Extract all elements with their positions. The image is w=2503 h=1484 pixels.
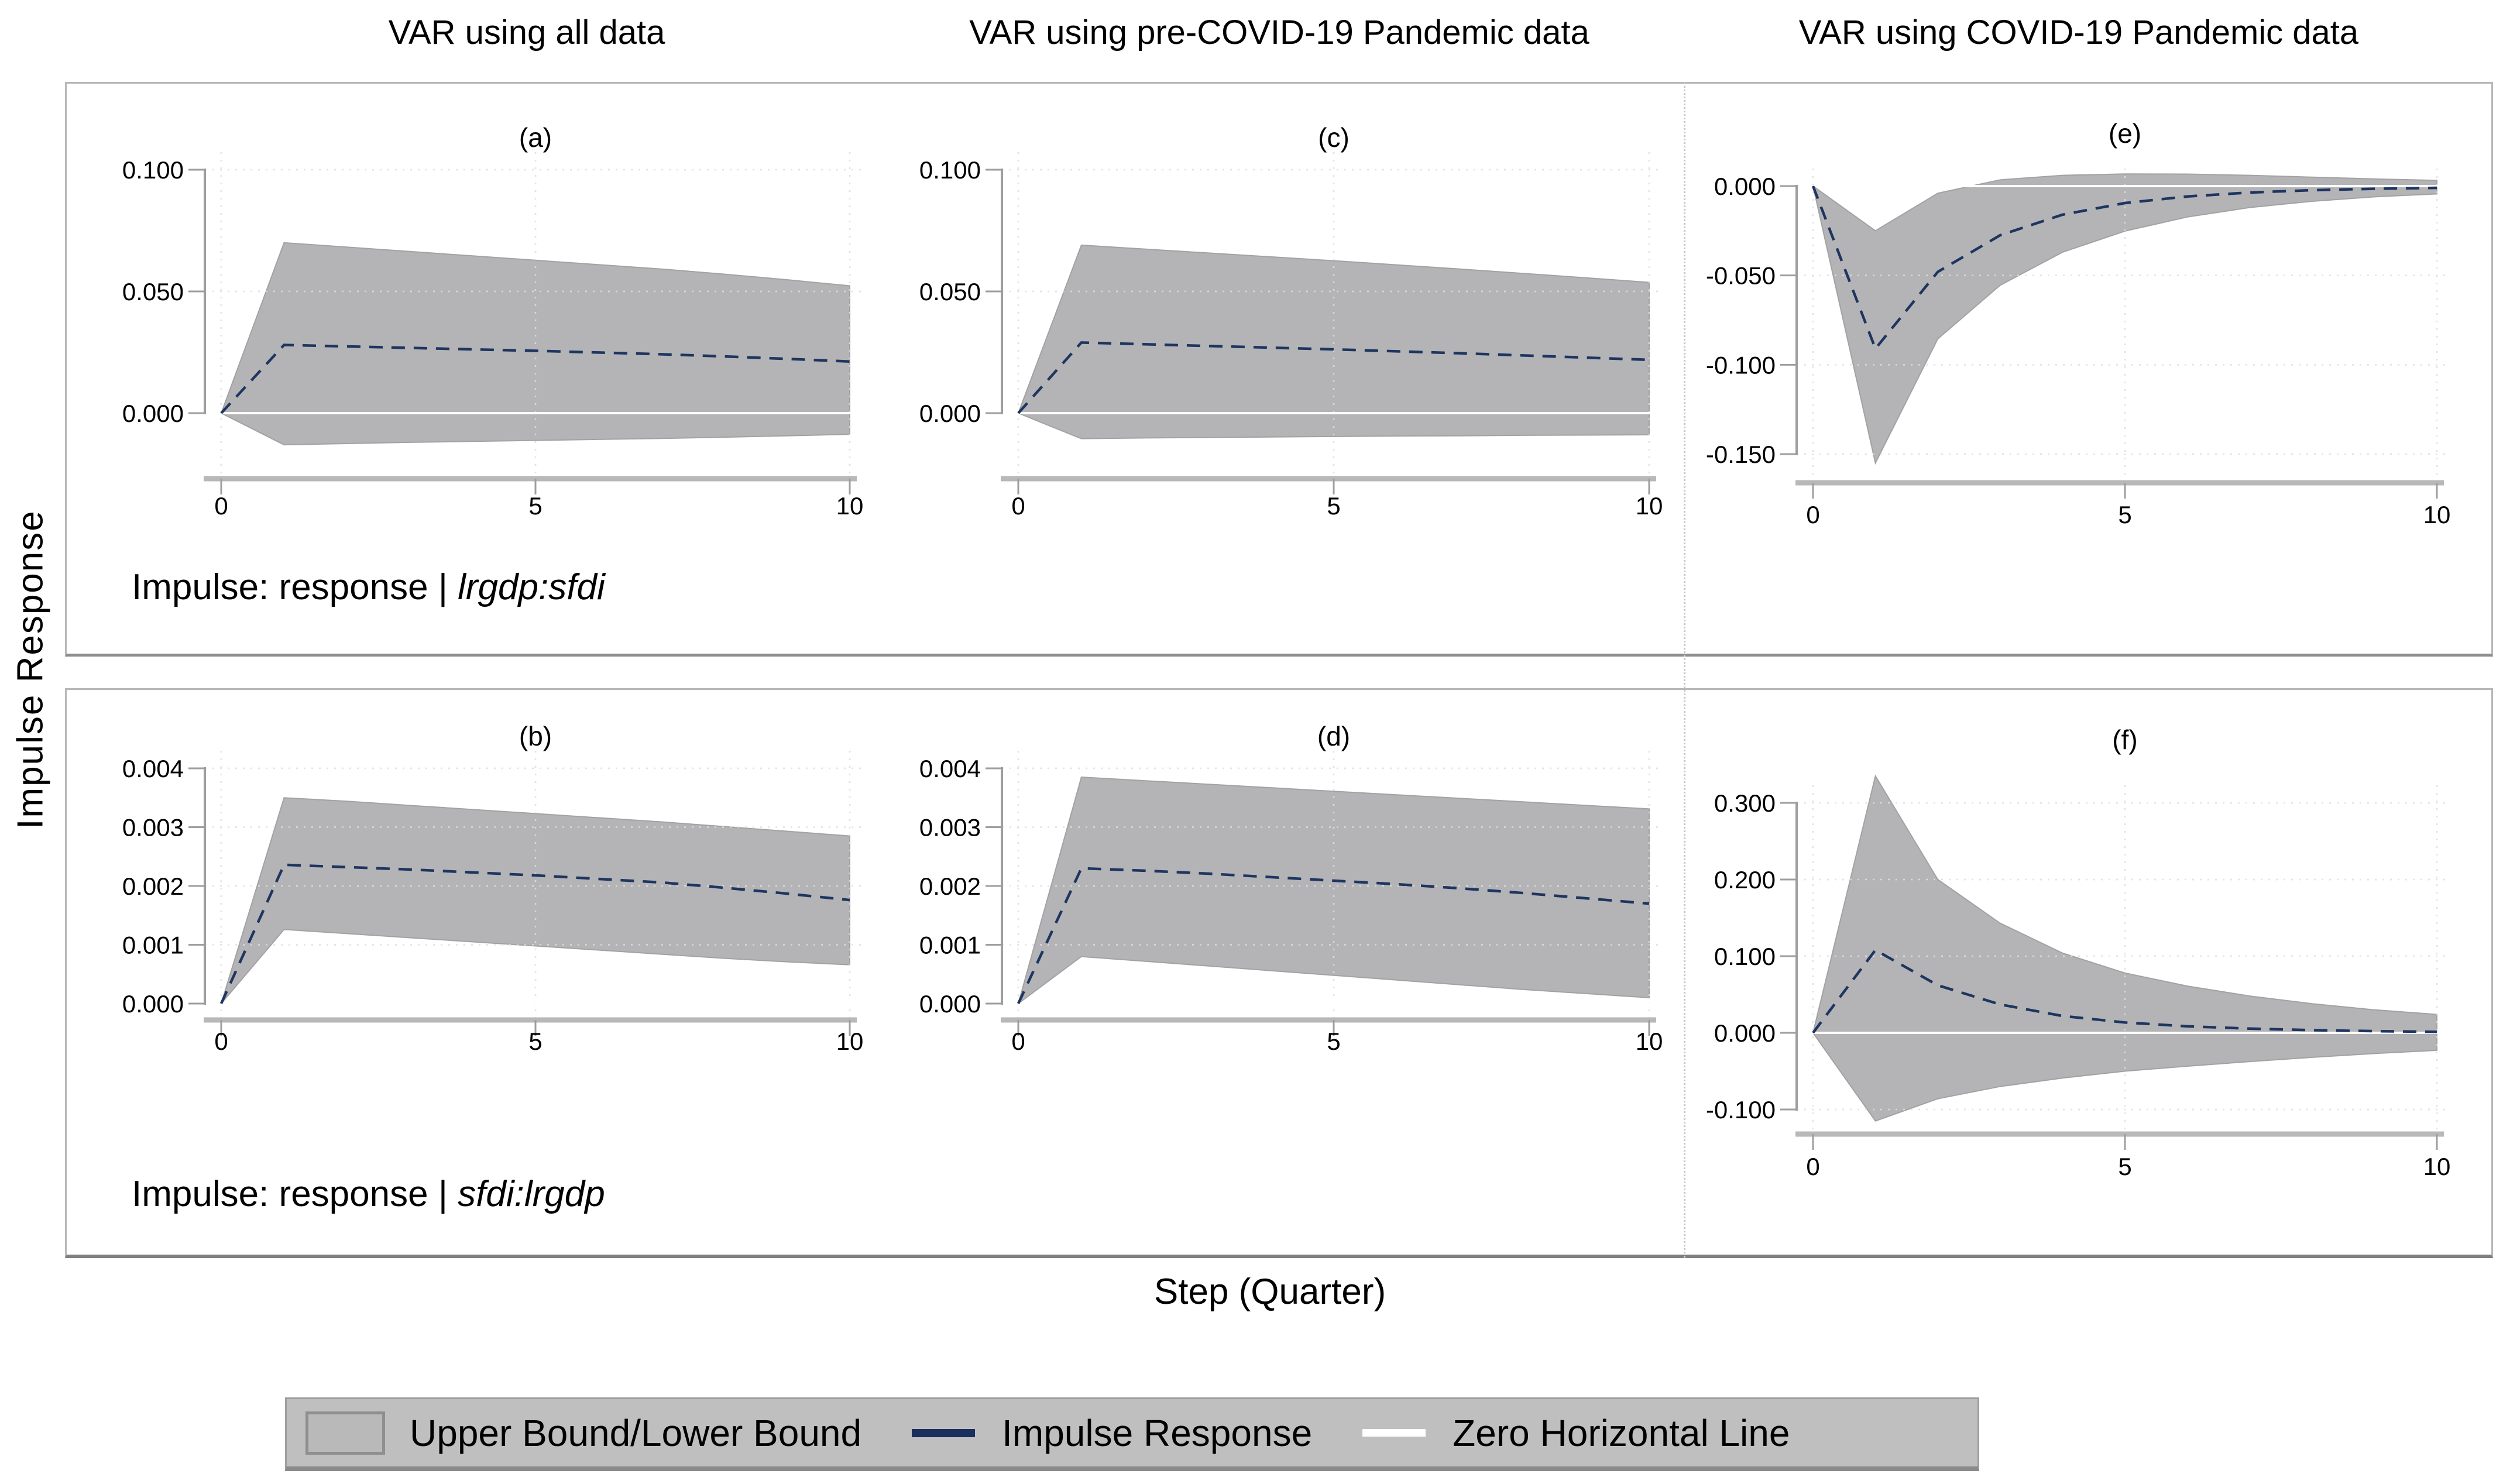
y-tick-label: 0.300 bbox=[1714, 789, 1776, 817]
row1-plot-region-border bbox=[65, 82, 2493, 657]
x-tick-label: 0 bbox=[1011, 1028, 1025, 1055]
row2-caption-variables: sfdi:lrgdp bbox=[458, 1174, 605, 1214]
column-title-covid: VAR using COVID-19 Pandemic data bbox=[1798, 13, 2359, 51]
legend-impulse-label: Impulse Response bbox=[1002, 1411, 1313, 1454]
legend-zero-label: Zero Horizontal Line bbox=[1453, 1411, 1790, 1454]
y-tick-label: 0.002 bbox=[919, 872, 981, 900]
x-tick-label: 10 bbox=[1636, 492, 1663, 520]
impulse-response-line bbox=[1017, 867, 1650, 1004]
x-tick-label: 10 bbox=[836, 1028, 864, 1055]
column-title-all-data: VAR using all data bbox=[388, 13, 665, 51]
y-tick-label: 0.002 bbox=[122, 872, 184, 900]
y-tick-label: -0.150 bbox=[1706, 441, 1776, 468]
x-tick-label: 5 bbox=[2118, 1153, 2131, 1180]
x-tick-label: 5 bbox=[1327, 1028, 1340, 1055]
y-tick-label: 0.100 bbox=[122, 156, 184, 184]
y-tick-label: 0.003 bbox=[122, 814, 184, 841]
x-tick-label: 10 bbox=[2423, 501, 2451, 528]
legend: Upper Bound/Lower Bound Impulse Response… bbox=[285, 1397, 1979, 1471]
panel-letter-label: (e) bbox=[2109, 118, 2141, 149]
panel-b: 0.004 0.003 0.002 0.001 0.000 0 5 10 (b) bbox=[122, 721, 863, 1055]
row1-impulse-caption: Impulse: response | lrgdp:sfdi bbox=[132, 566, 605, 608]
x-tick-label: 0 bbox=[1011, 492, 1025, 520]
y-tick-label: 0.100 bbox=[919, 156, 981, 184]
panel-e: 0.000 -0.050 -0.100 -0.150 0 5 10 (e) bbox=[1706, 118, 2450, 528]
panel-letter-label: (a) bbox=[519, 122, 552, 153]
x-tick-label: 10 bbox=[2423, 1153, 2451, 1180]
x-tick-label: 5 bbox=[2118, 501, 2131, 528]
y-tick-label: 0.001 bbox=[122, 932, 184, 959]
column-divider-dotted-line bbox=[1684, 82, 1685, 1258]
x-tick-label: 5 bbox=[528, 1028, 542, 1055]
confidence-band bbox=[1017, 777, 1650, 1005]
y-tick-label: 0.000 bbox=[919, 990, 981, 1018]
impulse-response-line bbox=[1812, 948, 2437, 1034]
x-tick-label: 10 bbox=[836, 492, 864, 520]
row1-caption-prefix: Impulse: response | bbox=[132, 567, 458, 607]
x-axis-title: Step (Quarter) bbox=[1153, 1272, 1386, 1312]
y-axis bbox=[1780, 802, 1798, 1111]
panel-letter-label: (c) bbox=[1318, 122, 1350, 153]
x-tick-label: 0 bbox=[1806, 501, 1819, 528]
y-tick-label: -0.100 bbox=[1706, 351, 1776, 379]
gridlines bbox=[1797, 785, 2449, 1134]
y-tick-label: 0.000 bbox=[122, 990, 184, 1018]
y-tick-label: 0.000 bbox=[1714, 1019, 1776, 1047]
y-tick-label: 0.003 bbox=[919, 814, 981, 841]
impulse-response-line bbox=[220, 343, 850, 414]
x-tick-label: 10 bbox=[1636, 1028, 1663, 1055]
y-tick-label: -0.100 bbox=[1706, 1096, 1776, 1124]
y-tick-label: 0.050 bbox=[122, 278, 184, 305]
legend-impulse-line-swatch bbox=[912, 1428, 976, 1437]
impulse-response-line bbox=[1017, 341, 1650, 414]
legend-band-swatch bbox=[305, 1411, 385, 1455]
y-axis bbox=[188, 169, 206, 414]
y-axis bbox=[986, 767, 1003, 1005]
x-tick-label: 0 bbox=[214, 492, 228, 520]
confidence-band bbox=[221, 797, 850, 1004]
legend-band-label: Upper Bound/Lower Bound bbox=[410, 1411, 862, 1454]
row2-caption-prefix: Impulse: response | bbox=[132, 1174, 458, 1214]
panel-d: 0.004 0.003 0.002 0.001 0.000 0 5 10 (d) bbox=[919, 721, 1663, 1055]
y-axis bbox=[188, 767, 206, 1005]
impulse-response-line bbox=[219, 863, 850, 1004]
y-tick-label: 0.001 bbox=[919, 932, 981, 959]
panel-a: 0.100 0.050 0.000 0 5 10 (a) bbox=[122, 122, 863, 520]
y-tick-label: 0.000 bbox=[122, 400, 184, 427]
y-tick-label: 0.000 bbox=[919, 400, 981, 427]
y-axis bbox=[986, 169, 1003, 414]
row1-caption-variables: lrgdp:sfdi bbox=[458, 567, 605, 607]
panel-f: 0.300 0.200 0.100 0.000 -0.100 0 5 10 (f) bbox=[1706, 724, 2450, 1180]
x-tick-label: 0 bbox=[1806, 1153, 1819, 1180]
column-title-pre-covid: VAR using pre-COVID-19 Pandemic data bbox=[969, 13, 1589, 51]
y-tick-label: 0.050 bbox=[919, 278, 981, 305]
panel-letter-label: (b) bbox=[519, 721, 552, 751]
x-tick-label: 5 bbox=[1327, 492, 1340, 520]
y-tick-label: -0.050 bbox=[1706, 262, 1776, 290]
row2-plot-region-border bbox=[65, 688, 2493, 1258]
panel-c: 0.100 0.050 0.000 0 5 10 (c) bbox=[919, 122, 1663, 520]
panel-letter-label: (f) bbox=[2112, 724, 2137, 755]
y-tick-label: 0.004 bbox=[122, 755, 184, 782]
confidence-band bbox=[1812, 774, 2437, 1122]
row2-impulse-caption: Impulse: response | sfdi:lrgdp bbox=[132, 1173, 605, 1215]
y-tick-label: 0.200 bbox=[1714, 866, 1776, 894]
legend-zero-line-swatch bbox=[1362, 1429, 1426, 1437]
impulse-response-line bbox=[1811, 186, 2437, 352]
y-tick-label: 0.004 bbox=[919, 755, 981, 782]
x-tick-label: 5 bbox=[528, 492, 542, 520]
y-tick-label: 0.000 bbox=[1714, 173, 1776, 200]
y-axis bbox=[1780, 185, 1798, 455]
x-tick-label: 0 bbox=[214, 1028, 228, 1055]
panel-letter-label: (d) bbox=[1317, 721, 1350, 751]
y-tick-label: 0.100 bbox=[1714, 943, 1776, 970]
